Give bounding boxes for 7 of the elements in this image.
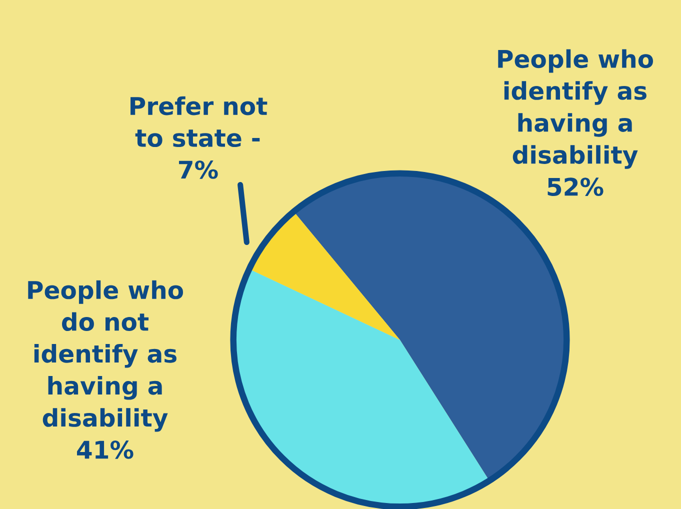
slice-label: Prefer not to state - (130, 96, 268, 148)
data-label: 52% (548, 178, 604, 196)
pie-slice (249, 212, 400, 340)
data-label: 7% (178, 160, 218, 179)
slice-label: People who identify as having a disability (498, 49, 654, 169)
data-label: 41% (77, 440, 134, 459)
slice-label: People who do not identify as having a disability (28, 280, 184, 432)
